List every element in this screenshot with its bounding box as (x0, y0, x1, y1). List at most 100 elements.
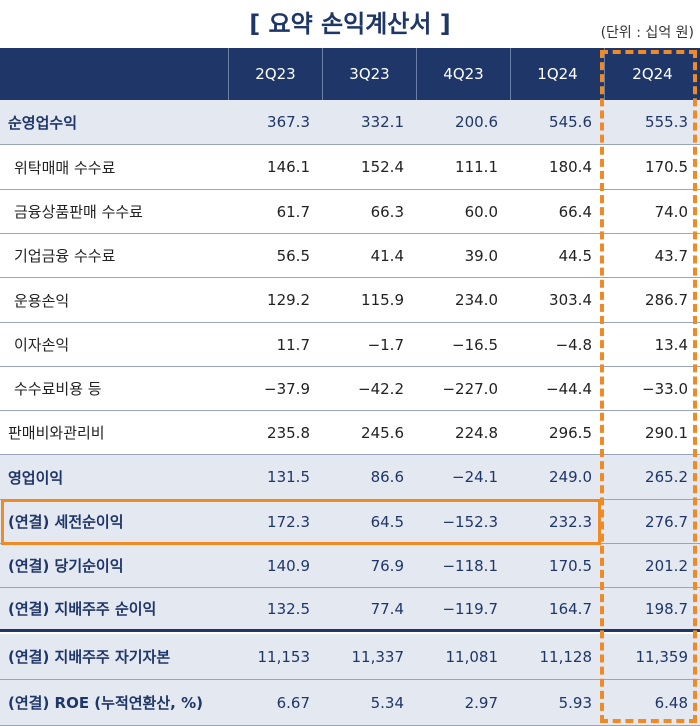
row-label: 순영업수익 (8, 113, 78, 132)
row-label: 기업금융 수수료 (14, 247, 116, 265)
cell-value: −1.7 (367, 335, 404, 354)
column-header: 3Q23 (322, 48, 416, 100)
cell-value: −119.7 (442, 599, 498, 618)
cell-value: 74.0 (654, 202, 688, 221)
column-header: 1Q24 (510, 48, 604, 100)
row-label: 수수료비용 등 (14, 380, 102, 398)
row-label: 금융상품판매 수수료 (14, 203, 143, 221)
cell-value: 555.3 (645, 113, 688, 131)
cell-value: 232.3 (549, 512, 592, 531)
cell-value: −44.4 (546, 379, 592, 398)
cell-value: 286.7 (645, 291, 688, 309)
cell-value: 61.7 (276, 202, 310, 221)
table-row: 운용손익 129.2 115.9 234.0 303.4 286.7 (0, 278, 700, 323)
cell-value: 6.67 (276, 693, 310, 712)
cell-value: 11,359 (635, 647, 689, 666)
table-row: (연결) 지배주주 순이익 132.5 77.4 −119.7 164.7 198.7 (0, 588, 700, 632)
cell-value: 296.5 (549, 423, 592, 442)
row-label: 판매비와관리비 (8, 424, 105, 442)
cell-value: −24.1 (452, 468, 498, 486)
cell-value: 290.1 (645, 423, 688, 442)
cell-value: 249.0 (549, 468, 592, 486)
table-row: (연결) 당기순이익 140.9 76.9 −118.1 170.5 201.2 (0, 544, 700, 588)
cell-value: 66.4 (558, 202, 592, 221)
row-label: (연결) 지배주주 자기자본 (8, 648, 171, 666)
cell-value: 367.3 (267, 113, 310, 131)
unit: (단위 : 십억 원) (600, 25, 694, 41)
header-row: 2Q23 3Q23 4Q23 1Q24 2Q24 (0, 48, 700, 100)
row-label: 운용손익 (14, 291, 70, 310)
cell-value: 77.4 (370, 599, 404, 618)
cell-value: 11,153 (257, 647, 311, 666)
cell-value: 66.3 (370, 202, 404, 221)
cell-value: 76.9 (370, 556, 404, 575)
cell-value: 64.5 (370, 512, 404, 531)
cell-value: 39.0 (464, 246, 498, 265)
cell-value: 265.2 (645, 468, 688, 486)
table-row: (연결) ROE (누적연환산, %) 6.67 5.34 2.97 5.93 6.48 (0, 680, 700, 726)
row-label: 영업이익 (8, 468, 64, 487)
cell-value: 180.4 (549, 158, 592, 176)
cell-value: 13.4 (654, 335, 688, 354)
cell-value: 115.9 (361, 291, 404, 309)
cell-value: 152.4 (361, 158, 404, 176)
cell-value: 129.2 (267, 291, 310, 309)
cell-value: 60.0 (464, 202, 498, 221)
cell-value: 131.5 (267, 468, 310, 486)
table-row: 판매비와관리비 235.8 245.6 224.8 296.5 290.1 (0, 411, 700, 455)
cell-value: −42.2 (358, 379, 404, 398)
cell-value: 235.8 (267, 423, 310, 442)
cell-value: 545.6 (549, 113, 592, 131)
cell-value: 56.5 (276, 246, 310, 265)
cell-value: 132.5 (267, 599, 310, 618)
cell-value: 164.7 (549, 599, 592, 618)
cell-value: 234.0 (455, 291, 498, 309)
highlight-column (600, 50, 697, 723)
table-row: 수수료비용 등 −37.9 −42.2 −227.0 −44.4 −33.0 (0, 367, 700, 411)
row-label: (연결) 지배주주 순이익 (8, 600, 157, 618)
cell-value: 11,128 (539, 647, 593, 666)
cell-value: −152.3 (442, 512, 498, 531)
table-row: 금융상품판매 수수료 61.7 66.3 60.0 66.4 74.0 (0, 190, 700, 234)
cell-value: 111.1 (455, 158, 498, 176)
cell-value: 41.4 (370, 246, 404, 265)
table-row: 기업금융 수수료 56.5 41.4 39.0 44.5 43.7 (0, 234, 700, 278)
cell-value: 303.4 (549, 291, 592, 309)
cell-value: −37.9 (264, 379, 310, 398)
cell-value: 43.7 (654, 246, 688, 265)
cell-value: −4.8 (555, 335, 592, 354)
row-label: (연결) 세전순이익 (8, 513, 124, 531)
column-header: 2Q24 (604, 48, 700, 100)
row-label: 이자손익 (14, 336, 70, 354)
cell-value: 200.6 (455, 113, 498, 131)
cell-value: 276.7 (645, 512, 688, 531)
cell-value: 201.2 (645, 556, 688, 575)
cell-value: 170.5 (645, 158, 688, 176)
cell-value: 332.1 (361, 113, 404, 131)
cell-value: 11,337 (351, 647, 405, 666)
cell-value: 170.5 (549, 556, 592, 575)
column-header: 2Q23 (228, 48, 322, 100)
cell-value: 198.7 (645, 599, 688, 618)
highlight-row (1, 499, 601, 545)
cell-value: −118.1 (442, 556, 498, 575)
cell-value: 172.3 (267, 512, 310, 531)
cell-value: 6.48 (654, 693, 688, 712)
cell-value: 224.8 (455, 423, 498, 442)
table-row: 영업이익 131.5 86.6 −24.1 249.0 265.2 (0, 455, 700, 500)
cell-value: 5.93 (558, 693, 592, 712)
cell-value: −33.0 (642, 379, 688, 398)
title: [ 요약 손익계산서 ] (249, 10, 451, 38)
column-header: 4Q23 (416, 48, 510, 100)
cell-value: 5.34 (370, 693, 404, 712)
row-label: (연결) ROE (누적연환산, %) (8, 694, 203, 712)
table-row: 위탁매매 수수료 146.1 152.4 111.1 180.4 170.5 (0, 145, 700, 190)
cell-value: 44.5 (558, 246, 592, 265)
cell-value: −16.5 (452, 335, 498, 354)
table-row: 이자손익 11.7 −1.7 −16.5 −4.8 13.4 (0, 323, 700, 367)
cell-value: 86.6 (370, 468, 404, 486)
cell-value: 11.7 (276, 335, 310, 354)
table-row: 순영업수익 367.3 332.1 200.6 545.6 555.3 (0, 100, 700, 145)
cell-value: 11,081 (445, 647, 499, 666)
